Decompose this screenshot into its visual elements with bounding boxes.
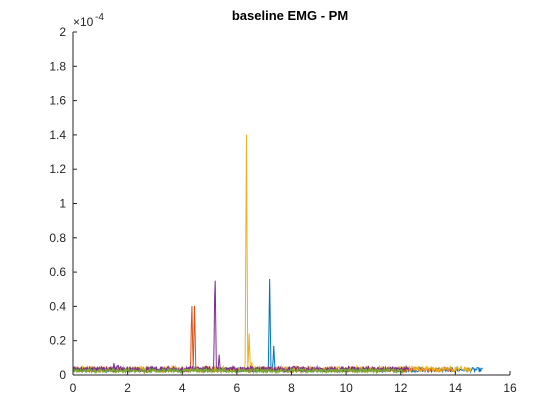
- y-tick-label: 1.2: [49, 162, 66, 176]
- x-ticks: 0 2 4 6 8 10 12 14 16: [70, 371, 517, 395]
- y-exponent-base: ×10: [73, 15, 94, 29]
- y-tick-label: 0.2: [49, 334, 66, 348]
- x-tick-label: 6: [234, 381, 241, 395]
- y-tick-label: 1.4: [49, 128, 66, 142]
- x-tick-label: 4: [179, 381, 186, 395]
- x-tick-label: 10: [339, 381, 353, 395]
- y-tick-label: 2: [59, 25, 66, 39]
- y-tick-label: 0.4: [49, 299, 66, 313]
- y-tick-label: 0.6: [49, 265, 66, 279]
- x-tick-label: 16: [503, 381, 517, 395]
- y-tick-label: 0: [59, 368, 66, 382]
- y-tick-label: 1: [59, 197, 66, 211]
- x-tick-label: 8: [288, 381, 295, 395]
- y-tick-label: 1.8: [49, 59, 66, 73]
- chart-title: baseline EMG - PM: [232, 8, 348, 23]
- y-tick-label: 0.8: [49, 231, 66, 245]
- y-exponent-power: -4: [95, 12, 104, 23]
- y-ticks: 0 0.2 0.4 0.6 0.8 1 1.2 1.4 1.6 1.8 2: [49, 25, 77, 382]
- x-tick-label: 0: [70, 381, 77, 395]
- x-tick-label: 2: [124, 381, 131, 395]
- x-tick-label: 12: [394, 381, 408, 395]
- y-exponent-label: ×10 -4: [73, 12, 104, 29]
- x-tick-label: 14: [449, 381, 463, 395]
- y-tick-label: 1.6: [49, 94, 66, 108]
